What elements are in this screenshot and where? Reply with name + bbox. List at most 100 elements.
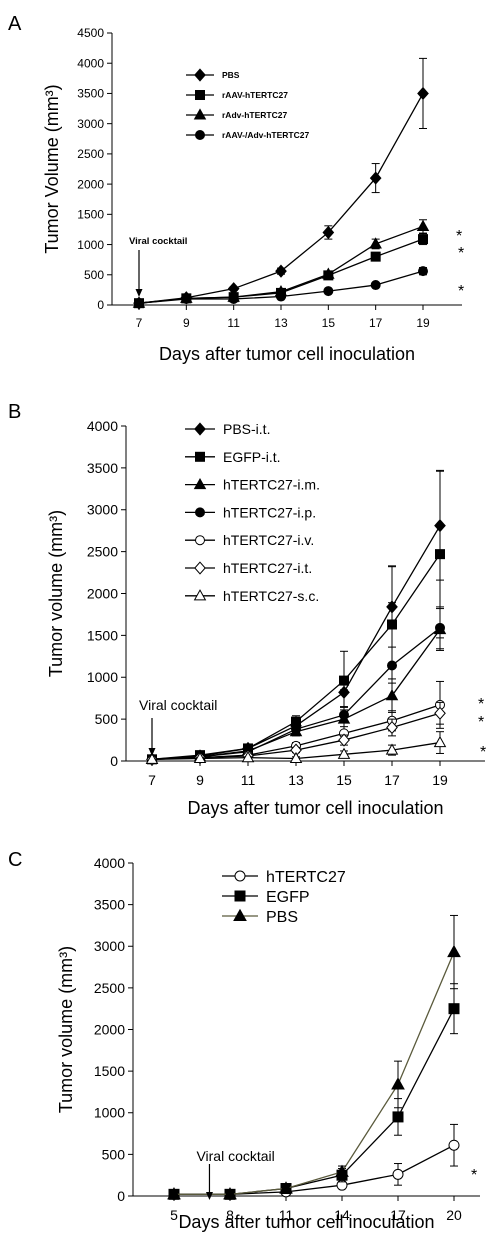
series-line [174, 951, 455, 1195]
x-tick-label: 11 [241, 772, 256, 788]
data-point [391, 1077, 405, 1090]
panel-label: A [8, 13, 22, 35]
x-tick-label: 13 [288, 772, 304, 788]
data-point [291, 724, 301, 735]
y-tick-label: 500 [102, 1146, 126, 1162]
data-point [435, 549, 445, 560]
y-tick-label: 2000 [77, 177, 104, 191]
x-tick-label: 17 [369, 316, 383, 330]
x-tick-label: 9 [196, 772, 204, 788]
annotation-label: Viral cocktail [129, 236, 187, 247]
y-tick-label: 4000 [87, 418, 118, 434]
data-point [233, 908, 247, 921]
x-axis-label: Days after tumor cell inoculation [178, 1212, 434, 1232]
y-tick-label: 2000 [94, 1021, 125, 1037]
y-tick-label: 2500 [87, 544, 118, 560]
data-point [167, 1187, 181, 1200]
annotation: Viral cocktail [129, 236, 187, 297]
data-point [234, 870, 246, 882]
series [168, 983, 460, 1200]
x-axis-label: Days after tumor cell inoculation [187, 798, 443, 818]
x-tick-label: 15 [322, 316, 336, 330]
data-point [416, 219, 430, 231]
significance-marker: * [478, 696, 484, 713]
data-point [418, 234, 428, 245]
data-point [195, 535, 205, 546]
y-tick-label: 1500 [77, 208, 104, 222]
x-tick-label: 7 [136, 316, 143, 330]
data-point [337, 747, 351, 759]
y-tick-label: 0 [97, 298, 104, 312]
y-tick-label: 0 [110, 753, 118, 769]
y-tick-label: 1500 [87, 627, 118, 643]
data-point [322, 267, 335, 279]
series [145, 608, 447, 764]
y-tick-label: 0 [117, 1188, 125, 1204]
data-point [417, 86, 429, 101]
data-point [435, 622, 445, 633]
legend-label: hTERTC27-s.c. [223, 588, 319, 604]
panel-label: C [8, 849, 22, 871]
legend-label: hTERTC27-i.v. [223, 532, 314, 548]
x-tick-label: 7 [148, 772, 156, 788]
data-point [195, 507, 205, 518]
y-tick-label: 1000 [77, 238, 104, 252]
data-point [370, 251, 381, 262]
legend-label: EGFP [266, 889, 310, 906]
data-point [387, 660, 397, 671]
data-point [323, 286, 334, 297]
legend-label: PBS [222, 70, 240, 80]
legend-label: PBS [266, 909, 298, 926]
data-point [392, 1111, 404, 1123]
x-tick-label: 8 [226, 1207, 234, 1223]
data-point [339, 709, 349, 720]
legend-label: EGFP-i.t. [223, 449, 281, 465]
data-point [369, 171, 382, 185]
data-point [392, 1168, 404, 1180]
series [134, 266, 428, 309]
annotation-label: Viral cocktail [139, 697, 217, 713]
y-tick-label: 3000 [77, 117, 104, 131]
data-point [145, 752, 159, 764]
data-point [448, 1139, 460, 1151]
data-point [385, 743, 399, 755]
data-point [289, 751, 303, 764]
y-tick-label: 1000 [87, 669, 118, 685]
significance-marker: * [458, 245, 464, 262]
y-axis-label: Tumor Volume (mm³) [42, 84, 62, 253]
data-point [322, 225, 335, 240]
significance-marker: * [456, 228, 462, 245]
data-point [134, 298, 144, 309]
y-tick-label: 500 [95, 711, 119, 727]
y-axis-label: Tumor volume (mm³) [56, 946, 76, 1113]
data-point [370, 280, 381, 291]
data-point [193, 477, 207, 490]
annotation-arrow-head [205, 1192, 213, 1200]
y-tick-label: 3000 [87, 502, 118, 518]
data-point [228, 293, 239, 304]
annotation-label: Viral cocktail [196, 1148, 274, 1164]
data-point [448, 1003, 460, 1015]
y-tick-label: 1500 [94, 1063, 125, 1079]
x-tick-label: 20 [446, 1207, 462, 1223]
data-point [447, 944, 461, 958]
data-point [418, 266, 428, 277]
y-tick-label: 3500 [94, 897, 125, 913]
x-tick-label: 11 [227, 316, 240, 330]
data-point [223, 1187, 237, 1200]
y-tick-label: 3000 [94, 938, 125, 954]
data-point [241, 750, 255, 763]
x-tick-label: 14 [334, 1207, 350, 1223]
data-point [195, 90, 205, 100]
y-tick-label: 3500 [87, 460, 118, 476]
x-tick-label: 15 [336, 772, 352, 788]
series [147, 602, 445, 765]
legend-label: hTERTC27-i.p. [223, 504, 316, 520]
data-point [275, 264, 287, 278]
data-point [194, 561, 206, 575]
y-axis-label: Tumor volume (mm³) [46, 510, 66, 677]
x-tick-label: 9 [183, 316, 190, 330]
annotation: Viral cocktail [139, 697, 217, 756]
data-point [279, 1181, 293, 1194]
